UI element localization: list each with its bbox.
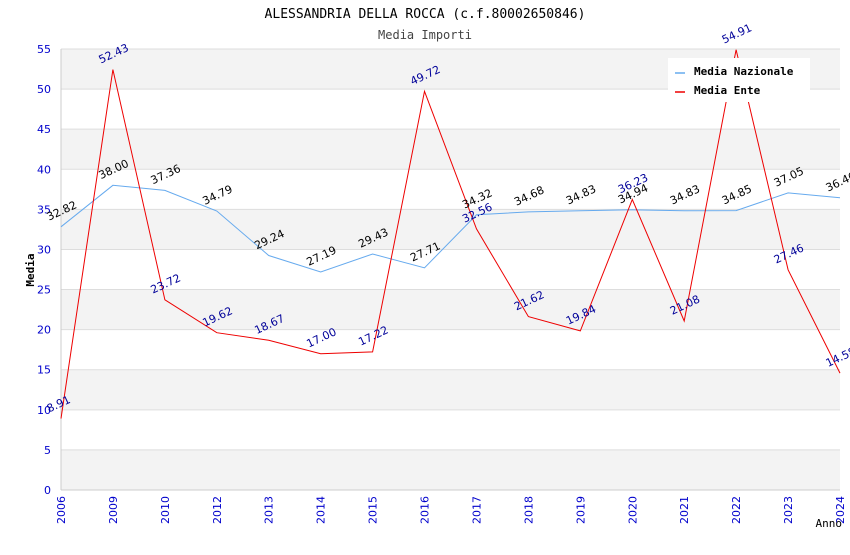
grid-band (61, 129, 840, 170)
y-tick-label: 40 (37, 163, 51, 176)
legend: Media Nazionale Media Ente (668, 58, 810, 102)
y-tick-labels: 0 5 10 15 20 25 30 35 40 45 50 55 (37, 43, 51, 497)
x-tick-label: 2024 (834, 496, 847, 524)
series-lines (60, 49, 841, 419)
data-label: 34.83 (668, 182, 702, 207)
grid-band (61, 449, 840, 490)
x-tick-label: 2023 (782, 496, 795, 524)
x-tick-label: 2010 (159, 496, 172, 524)
grid-band (61, 209, 840, 250)
x-tick-label: 2014 (315, 496, 328, 524)
x-tick-label: 2019 (574, 496, 587, 524)
x-tick-label: 2018 (522, 496, 535, 524)
y-tick-label: 10 (37, 404, 51, 417)
x-tick-label: 2012 (211, 496, 224, 524)
data-label: 34.79 (201, 183, 235, 208)
x-axis-label: Anno (816, 517, 843, 530)
chart-subtitle: Media Importi (378, 28, 472, 42)
x-tick-labels: 2006 2009 2010 2012 2013 2014 2015 2016 2017 2018… (55, 496, 847, 524)
y-tick-label: 5 (44, 444, 51, 457)
y-tick-label: 20 (37, 324, 51, 337)
y-tick-label: 35 (37, 203, 51, 216)
x-tick-label: 2006 (55, 496, 68, 524)
data-label: 8.91 (45, 393, 73, 415)
x-tick-label: 2016 (419, 496, 432, 524)
x-tick-label: 2020 (626, 496, 639, 524)
legend-box (668, 58, 810, 102)
x-tick-label: 2013 (263, 496, 276, 524)
data-label: 34.83 (564, 182, 598, 207)
x-tick-label: 2009 (107, 496, 120, 524)
data-label: 54.91 (720, 21, 754, 46)
x-tick-label: 2017 (470, 496, 483, 524)
y-tick-label: 45 (37, 123, 51, 136)
x-tick-label: 2021 (678, 496, 691, 524)
data-label: 36.46 (824, 169, 850, 194)
y-axis-label: Media (24, 253, 37, 286)
y-tick-label: 55 (37, 43, 51, 56)
grid-band (61, 369, 840, 410)
y-tick-label: 50 (37, 83, 51, 96)
chart-title: ALESSANDRIA DELLA ROCCA (c.f.80002650846… (265, 7, 586, 22)
y-tick-label: 15 (37, 364, 51, 377)
y-tick-label: 30 (37, 243, 51, 256)
y-tick-label: 0 (44, 484, 51, 497)
grid-band (61, 289, 840, 330)
series-line-media-ente (60, 49, 841, 419)
legend-label-media-nazionale: Media Nazionale (694, 65, 794, 78)
data-label: 34.85 (720, 182, 754, 207)
legend-label-media-ente: Media Ente (694, 84, 761, 97)
x-tick-label: 2022 (730, 496, 743, 524)
y-tick-label: 25 (37, 284, 51, 297)
series-line-media-nazionale (60, 184, 841, 273)
data-label: 34.68 (512, 184, 546, 209)
x-tick-label: 2015 (367, 496, 380, 524)
